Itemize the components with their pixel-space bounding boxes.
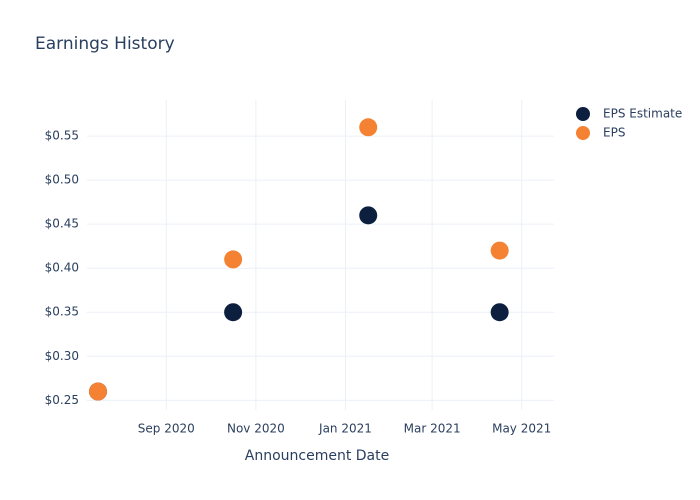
marker xyxy=(224,303,243,322)
y-tick-label: $0.40 xyxy=(45,261,79,275)
y-tick-label: $0.30 xyxy=(45,349,79,363)
y-tick-label: $0.35 xyxy=(45,305,79,319)
marker xyxy=(490,241,509,260)
legend-label: EPS xyxy=(603,126,625,140)
x-tick-label: Mar 2021 xyxy=(404,422,461,436)
marker xyxy=(359,118,378,137)
legend-label: EPS Estimate xyxy=(603,107,682,121)
legend-marker xyxy=(576,126,590,140)
marker xyxy=(490,303,509,322)
legend-marker xyxy=(576,107,590,121)
x-tick-label: May 2021 xyxy=(492,422,551,436)
marker xyxy=(224,250,243,269)
x-axis-title: Announcement Date xyxy=(245,448,389,464)
y-tick-label: $0.50 xyxy=(45,173,79,187)
y-tick-label: $0.45 xyxy=(45,217,79,231)
marker xyxy=(89,382,108,401)
chart-title: Earnings History xyxy=(35,34,175,54)
marker xyxy=(359,206,378,225)
x-tick-label: Nov 2020 xyxy=(227,422,285,436)
x-tick-label: Sep 2020 xyxy=(138,422,195,436)
y-tick-label: $0.25 xyxy=(45,393,79,407)
x-tick-label: Jan 2021 xyxy=(318,422,372,436)
y-tick-label: $0.55 xyxy=(45,129,79,143)
